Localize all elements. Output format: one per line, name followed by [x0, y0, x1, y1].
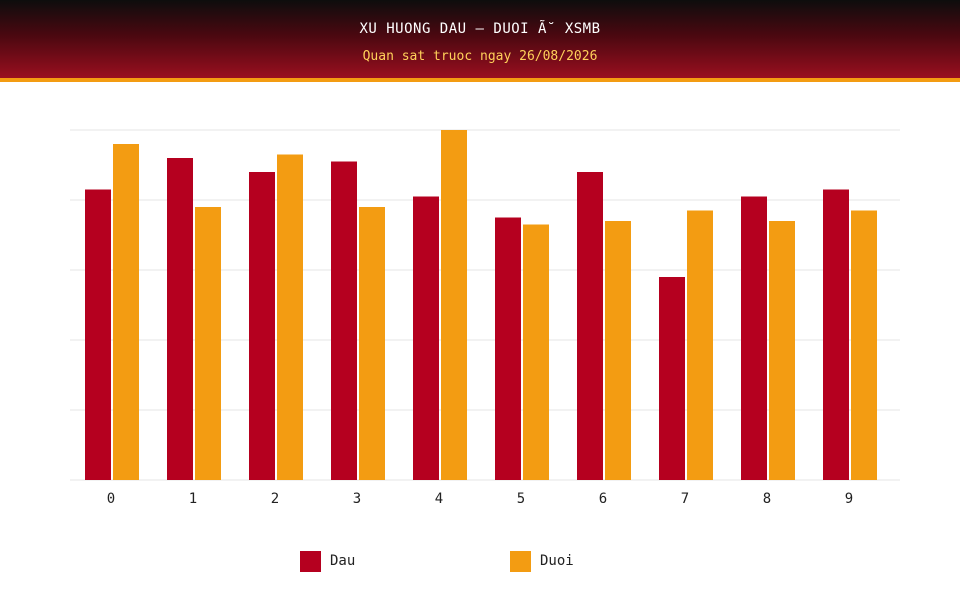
x-tick-label: 3: [353, 491, 361, 507]
bar-duoi-6: [605, 221, 631, 480]
bar-dau-4: [413, 196, 439, 480]
bar-duoi-8: [769, 221, 795, 480]
bar-duoi-9: [851, 210, 877, 480]
bar-dau-5: [495, 217, 521, 480]
x-tick-label: 0: [107, 491, 115, 507]
bar-duoi-2: [277, 154, 303, 480]
legend-item-dau[interactable]: Dau: [300, 550, 355, 572]
bar-dau-8: [741, 196, 767, 480]
legend-swatch-duoi: [510, 550, 531, 572]
bar-duoi-7: [687, 210, 713, 480]
x-tick-label: 5: [517, 491, 525, 507]
bar-duoi-4: [441, 130, 467, 480]
x-tick-label: 4: [435, 491, 443, 507]
bar-dau-7: [659, 277, 685, 480]
bar-duoi-3: [359, 207, 385, 480]
x-tick-label: 8: [763, 491, 771, 507]
chart-header: XU HUONG DAU – DUOI Ã˘ XSMB Quan sat tru…: [0, 0, 960, 82]
bar-duoi-0: [113, 144, 139, 480]
bar-dau-2: [249, 172, 275, 480]
bar-dau-6: [577, 172, 603, 480]
bar-dau-0: [85, 189, 111, 480]
legend-swatch-dau: [300, 550, 321, 572]
bar-chart: 0 1 2 3 4 5 6 7 8 9: [70, 129, 900, 507]
chart-title: XU HUONG DAU – DUOI Ã˘ XSMB: [359, 21, 601, 37]
bar-dau-9: [823, 189, 849, 480]
bar-duoi-1: [195, 207, 221, 480]
bar-dau-3: [331, 161, 357, 480]
x-tick-label: 6: [599, 491, 607, 507]
x-tick-label: 2: [271, 491, 279, 507]
x-tick-label: 1: [189, 491, 197, 507]
bar-duoi-5: [523, 224, 549, 480]
x-tick-label: 9: [845, 491, 853, 507]
legend-label-dau: Dau: [330, 553, 356, 569]
chart-legend: Dau Duoi: [0, 550, 960, 574]
legend-item-duoi[interactable]: Duoi: [510, 550, 574, 572]
x-tick-label: 7: [681, 491, 689, 507]
chart-subtitle: Quan sat truoc ngay 26/08/2026: [362, 49, 598, 64]
legend-label-duoi: Duoi: [540, 553, 574, 569]
bar-dau-1: [167, 158, 193, 480]
